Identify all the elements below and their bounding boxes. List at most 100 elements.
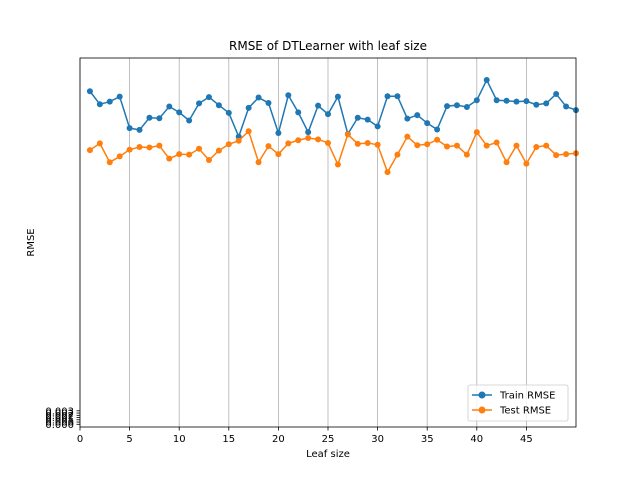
test-rmse-point [483,142,490,149]
train-rmse-point [146,114,153,121]
train-rmse-point [225,109,232,116]
series-layer [86,77,579,176]
test-rmse-point [315,136,322,143]
train-rmse-point [503,97,510,104]
train-rmse-point [315,102,322,109]
y-tick-label: 0.000 [45,418,74,429]
train-rmse-point [166,103,173,110]
test-rmse-point [344,131,351,138]
train-rmse-point [414,112,421,119]
test-rmse-point [543,142,550,149]
y-tick-label: 0.002 [45,409,74,420]
test-rmse-point [473,129,480,136]
test-rmse-point [354,140,361,147]
train-rmse-point [384,93,391,100]
test-rmse-point [225,141,232,148]
train-rmse-point [334,93,341,100]
test-rmse-point [205,157,212,164]
train-rmse-point [156,115,163,122]
train-rmse-point [404,115,411,122]
y-tick-label: 0.001 [45,415,74,426]
test-rmse-point [126,146,133,153]
test-rmse-point [96,140,103,147]
train-rmse-point [394,93,401,100]
test-rmse-point [374,141,381,148]
legend-label-test: Test RMSE [499,406,551,417]
y-axis-label: RMSE [26,228,37,256]
train-rmse-point [424,120,431,127]
test-rmse-point [255,159,262,166]
test-rmse-point [136,143,143,150]
test-rmse-point [295,137,302,144]
x-tick-label: 10 [173,434,186,445]
test-rmse-point [453,142,460,149]
x-tick-label: 20 [272,434,285,445]
test-rmse-point [116,153,123,160]
train-rmse-point [116,93,123,100]
test-rmse-point [166,155,173,162]
test-rmse-point [186,151,193,158]
legend-label-train: Train RMSE [499,391,555,402]
train-rmse-point [463,103,470,110]
train-rmse-point [275,130,282,137]
y-tick-label: 0.001 [45,413,74,424]
train-rmse-point [453,102,460,109]
test-rmse-point [86,147,93,154]
x-tick-layer: 0 5 10 15 20 25 30 35 40 45 [77,427,533,445]
train-rmse-point [86,88,93,95]
x-tick-label: 45 [520,434,533,445]
test-rmse-point [285,140,292,147]
x-tick-label: 30 [371,434,384,445]
x-tick-label: 0 [77,434,83,445]
train-rmse-point [295,109,302,116]
test-rmse-point [305,135,312,142]
test-rmse-point [503,159,510,166]
x-tick-label: 5 [126,434,132,445]
train-rmse-point [196,100,203,107]
train-rmse-point [563,103,570,110]
train-rmse-point [305,129,312,136]
x-tick-label: 15 [222,434,235,445]
train-rmse-point [444,103,451,110]
x-tick-label: 25 [322,434,335,445]
y-tick-label: 0.002 [45,411,74,422]
test-rmse-point [265,143,272,150]
test-rmse-point [553,152,560,159]
legend-marker-train [478,391,486,399]
x-tick-label: 35 [421,434,434,445]
y-tick-label: 0.000 [45,420,74,431]
train-rmse-point [126,125,133,132]
test-rmse-point [493,139,500,146]
train-rmse-point [255,94,262,101]
test-rmse-point [106,159,113,166]
legend: Train RMSE Test RMSE [467,384,569,422]
test-rmse-point [513,142,520,149]
legend-box [467,384,569,422]
test-rmse-point [434,136,441,143]
train-rmse-point [96,101,103,108]
test-rmse-point [245,128,252,135]
x-tick-label: 40 [470,434,483,445]
test-rmse-point [463,151,470,158]
test-rmse-point [523,160,530,167]
test-rmse-point [533,143,540,150]
train-rmse-point [533,101,540,108]
train-rmse-point [265,99,272,106]
test-rmse-point [146,144,153,151]
plot-frame [79,57,577,428]
train-rmse-point [215,102,222,109]
train-rmse-point [186,117,193,124]
test-rmse-point [325,139,331,146]
train-rmse-point [176,109,183,116]
test-rmse-point [215,147,222,154]
test-rmse-point [334,161,341,168]
train-rmse-point [483,77,490,84]
test-rmse-point [563,151,570,158]
chart-title: RMSE of DTLearner with leaf size [229,39,427,53]
train-rmse-point [205,94,212,101]
test-rmse-point [364,139,371,146]
y-tick-label: 0.003 [45,406,74,417]
train-rmse-point [325,111,331,118]
